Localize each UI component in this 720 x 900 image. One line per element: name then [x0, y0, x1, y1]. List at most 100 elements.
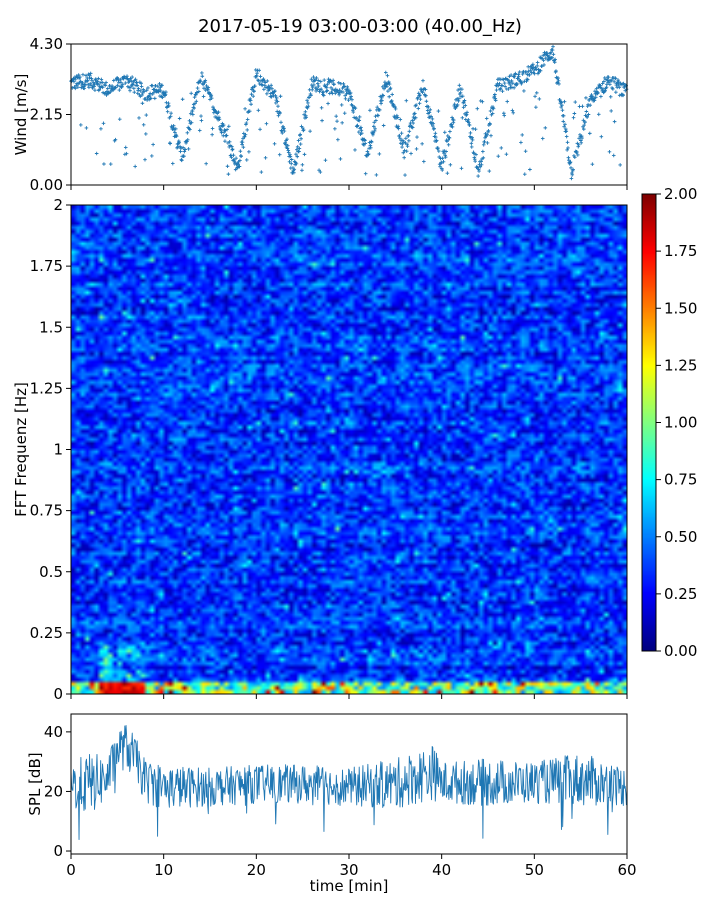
wind-point	[387, 82, 392, 86]
wind-point	[311, 75, 316, 79]
wind-point	[582, 123, 587, 127]
wind-point	[566, 146, 570, 150]
wind-point	[345, 89, 349, 94]
wind-point	[525, 77, 530, 82]
wind-point	[612, 119, 617, 124]
wind-point	[608, 94, 613, 99]
spl-x-ticks: 0 10 20 30 40 50 60	[66, 854, 637, 879]
wind-point	[389, 99, 394, 103]
wind-point	[441, 159, 446, 164]
wind-point	[150, 154, 154, 158]
wind-point	[93, 88, 97, 92]
wind-point	[416, 106, 421, 111]
wind-point	[142, 89, 146, 94]
wind-point	[316, 78, 321, 83]
wind-point	[564, 129, 569, 134]
wind-point	[462, 98, 467, 103]
wind-point	[263, 155, 268, 160]
wind-point	[262, 87, 266, 92]
wind-point	[160, 83, 164, 88]
wind-point	[191, 112, 195, 117]
wind-point	[200, 71, 204, 75]
wind-point	[527, 73, 532, 77]
wind-point	[256, 108, 261, 113]
wind-point	[588, 103, 593, 107]
wind-point	[308, 129, 312, 134]
wind-point	[515, 82, 519, 86]
wind-point	[612, 79, 616, 84]
wind-point	[111, 78, 116, 83]
wind-y-axis-label: Wind [m/s]	[12, 74, 30, 156]
wind-point	[273, 93, 278, 98]
wind-point	[253, 84, 257, 88]
wind-point	[569, 176, 574, 181]
wind-point	[192, 95, 197, 99]
wind-point	[307, 95, 312, 100]
wind-point	[283, 142, 288, 147]
wind-point	[339, 103, 344, 107]
wind-point	[340, 121, 344, 125]
wind-point	[140, 93, 144, 97]
wind-point	[317, 168, 321, 172]
wind-point	[404, 149, 409, 153]
wind-point	[436, 109, 441, 113]
wind-point	[353, 148, 357, 152]
wind-point	[481, 149, 485, 154]
wind-point	[185, 130, 190, 135]
wind-point	[197, 89, 201, 94]
wind-point	[99, 77, 104, 82]
wind-point	[446, 143, 451, 147]
wind-point	[105, 86, 110, 91]
wind-point	[156, 84, 160, 89]
wind-point	[562, 99, 567, 104]
wind-point	[72, 79, 76, 84]
wind-point	[513, 71, 518, 76]
wind-point	[586, 102, 590, 107]
wind-point	[582, 127, 586, 131]
colorbar-tick-label: 0.25	[664, 585, 697, 603]
wind-point	[331, 78, 335, 83]
wind-point	[599, 94, 603, 99]
wind-point	[506, 78, 510, 83]
wind-point	[333, 91, 338, 96]
wind-point	[225, 127, 229, 132]
wind-point	[569, 166, 573, 170]
spl-x-tick-label: 40	[432, 861, 451, 879]
wind-point	[86, 82, 90, 87]
wind-point	[306, 101, 310, 105]
wind-point	[230, 144, 234, 149]
wind-point	[372, 120, 377, 125]
wind-point	[571, 167, 575, 172]
wind-point	[343, 93, 347, 98]
wind-point	[543, 52, 547, 57]
wind-point	[374, 173, 379, 177]
wind-point	[188, 127, 192, 132]
wind-point	[402, 148, 407, 153]
wind-point	[584, 109, 589, 114]
wind-point	[375, 105, 380, 110]
wind-point	[506, 87, 511, 91]
wind-point	[460, 87, 464, 91]
wind-point	[123, 81, 128, 85]
wind-point	[300, 163, 305, 167]
wind-point	[78, 75, 82, 79]
wind-point	[153, 96, 157, 101]
wind-point	[598, 83, 603, 88]
wind-point	[443, 130, 447, 135]
wind-point	[434, 135, 438, 139]
wind-point	[551, 44, 555, 49]
wind-point	[194, 99, 199, 104]
wind-point	[226, 172, 231, 176]
wind-point	[274, 96, 279, 100]
wind-point	[113, 137, 118, 142]
wind-point	[305, 98, 309, 103]
wind-point	[135, 83, 140, 88]
colorbar-tick-label: 2.00	[664, 185, 697, 203]
wind-point	[457, 96, 461, 101]
wind-point	[413, 115, 418, 120]
wind-point	[450, 125, 455, 129]
wind-point	[385, 73, 390, 78]
wind-point	[393, 107, 398, 111]
wind-point	[303, 110, 308, 114]
wind-point	[249, 102, 253, 107]
